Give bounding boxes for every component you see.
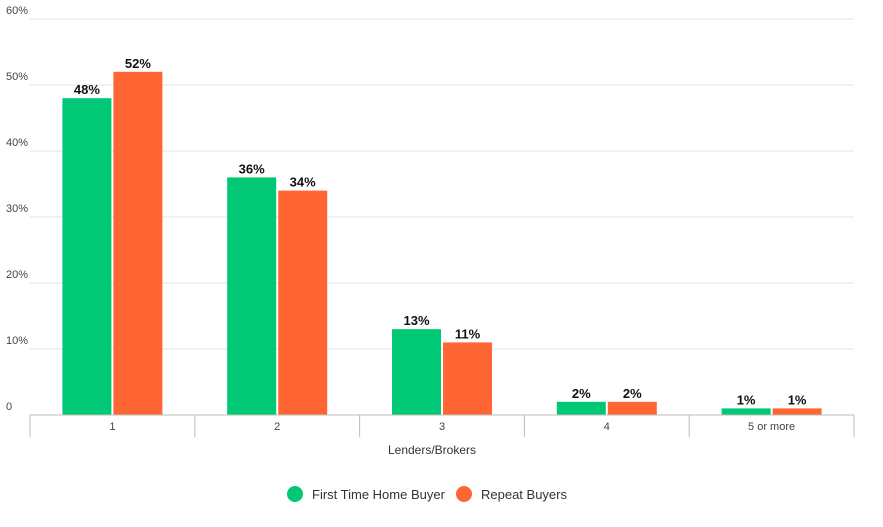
data-label: 34%	[290, 175, 316, 190]
bar	[278, 190, 328, 415]
bar	[392, 329, 441, 415]
x-axis-title: Lenders/Brokers	[388, 443, 476, 457]
x-tick-label: 1	[109, 421, 115, 433]
data-label: 1%	[737, 392, 756, 407]
legend-swatch	[456, 486, 472, 502]
bar	[556, 401, 606, 415]
bar	[721, 408, 771, 415]
data-label: 36%	[239, 161, 265, 176]
data-label: 2%	[623, 386, 642, 401]
data-labels: 48% 52% 36% 34% 13% 11% 2% 2% 1% 1%	[74, 56, 807, 408]
data-label: 1%	[788, 392, 807, 407]
data-label: 2%	[572, 386, 591, 401]
y-tick-label: 10%	[6, 335, 28, 347]
y-tick-label: 30%	[6, 203, 28, 215]
bar	[607, 401, 657, 415]
bar	[772, 408, 822, 415]
gridlines	[30, 18, 854, 350]
bar	[62, 98, 112, 415]
data-label: 11%	[455, 326, 481, 341]
y-axis-ticks: 0 10% 20% 30% 40% 50% 60%	[6, 5, 28, 413]
y-tick-label: 0	[6, 401, 12, 413]
y-tick-label: 50%	[6, 71, 28, 83]
x-tick-label: 2	[274, 421, 280, 433]
legend-swatch	[287, 486, 303, 502]
bar	[113, 71, 163, 416]
x-axis: 1 2 3 4 5 or more	[29, 414, 855, 437]
data-label: 13%	[403, 313, 429, 328]
y-tick-label: 60%	[6, 5, 28, 17]
y-tick-label: 20%	[6, 269, 28, 281]
x-tick-label: 3	[439, 421, 445, 433]
data-label: 52%	[125, 56, 151, 71]
legend-label: Repeat Buyers	[481, 487, 567, 502]
bar	[227, 177, 277, 415]
legend-label: First Time Home Buyer	[312, 487, 446, 502]
x-tick-label: 5 or more	[748, 421, 795, 433]
bars	[62, 71, 822, 416]
bar	[443, 342, 492, 415]
legend: First Time Home Buyer Repeat Buyers	[287, 486, 567, 502]
x-tick-label: 4	[604, 421, 610, 433]
y-tick-label: 40%	[6, 137, 28, 149]
data-label: 48%	[74, 82, 100, 97]
